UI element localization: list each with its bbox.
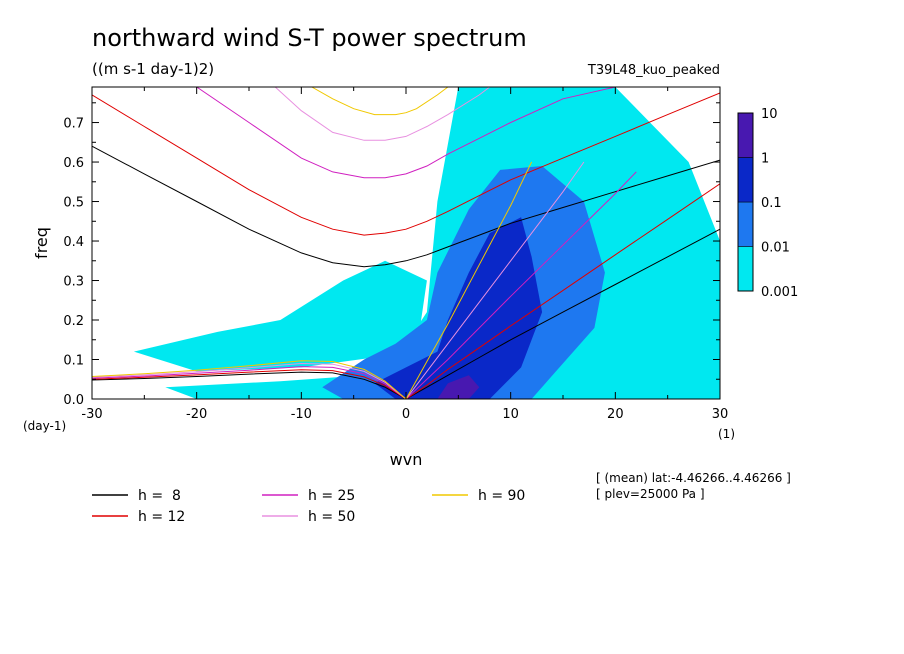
x-tick-label: -20 [186,407,207,422]
colorbar-swatch-1 [737,201,754,247]
curve-series-1-1 [92,183,720,399]
x-tick-label: 20 [607,407,624,422]
power-region-4 [437,375,480,399]
curve-series-3-1 [92,161,585,399]
x-tick-label: -30 [81,407,102,422]
power-region-3 [374,217,543,399]
legend-label-0: h = 8 [138,488,181,504]
chart-subtitle: ((m s-1 day-1)2) [92,60,214,78]
curve-series-4-0 [311,87,449,116]
axis-ticks: -30 -20 -10 0 10 20 30 0.0 0.1 0.2 0.3 0.4 0.5 0.6 0.7 [63,87,728,422]
colorbar-swatch-0 [737,246,754,292]
y-tick-label: 0.7 [63,117,84,132]
x-tick-label: 30 [712,407,729,422]
colorbar-frame [737,112,754,292]
curve-series-0-0 [92,145,720,268]
y-unit-label: (day-1) [23,419,66,433]
legend-label-4: h = 90 [478,488,525,504]
colorbar-label: 0.01 [761,241,790,256]
y-tick-label: 0.2 [63,314,84,329]
run-label: T39L48_kuo_peaked [587,63,720,78]
curve-series-4-1 [92,161,533,399]
curve-series-3-0 [274,87,491,141]
x-axis-label: wvn [390,450,423,469]
y-tick-label: 0.4 [63,235,84,250]
colorbar-label: 0.001 [761,285,798,300]
y-tick-label: 0.3 [63,275,84,290]
colorbar-label: 0.1 [761,196,782,211]
legend-label-1: h = 12 [138,509,185,525]
x-tick-label: 0 [402,407,410,422]
colorbar-swatch-2 [737,157,754,203]
lat-annotation: [ (mean) lat:-4.46266..4.46266 ] [596,471,791,485]
colorbar-label: 10 [761,107,778,122]
curve-series-2-1 [92,171,637,399]
curve-series-1-0 [92,92,720,236]
legend-label-2: h = 25 [308,488,355,504]
colorbar-swatch-3 [737,112,754,158]
legend-label-3: h = 50 [308,509,355,525]
plev-annotation: [ plev=25000 Pa ] [596,487,705,501]
power-region-1 [133,260,427,372]
curve-series-2-0 [196,87,720,179]
x-tick-label: 10 [502,407,519,422]
y-axis-label: freq [32,227,51,259]
power-region-2 [322,166,605,399]
colorbar: 0.001 0.01 0.1 1 10 [737,107,798,300]
dispersion-curves [92,87,720,399]
chart-title: northward wind S-T power spectrum [92,24,527,52]
curve-series-0-1 [92,228,720,399]
y-tick-label: 0.6 [63,156,84,171]
x-tick-label: -10 [291,407,312,422]
y-tick-label: 0.1 [63,354,84,369]
x-unit-label: (1) [718,427,735,441]
legend: h = 8 h = 12 h = 25 h = 50 h = 90 [92,488,525,525]
y-tick-label: 0.0 [63,393,84,408]
colorbar-label: 1 [761,152,769,167]
y-tick-label: 0.5 [63,196,84,211]
